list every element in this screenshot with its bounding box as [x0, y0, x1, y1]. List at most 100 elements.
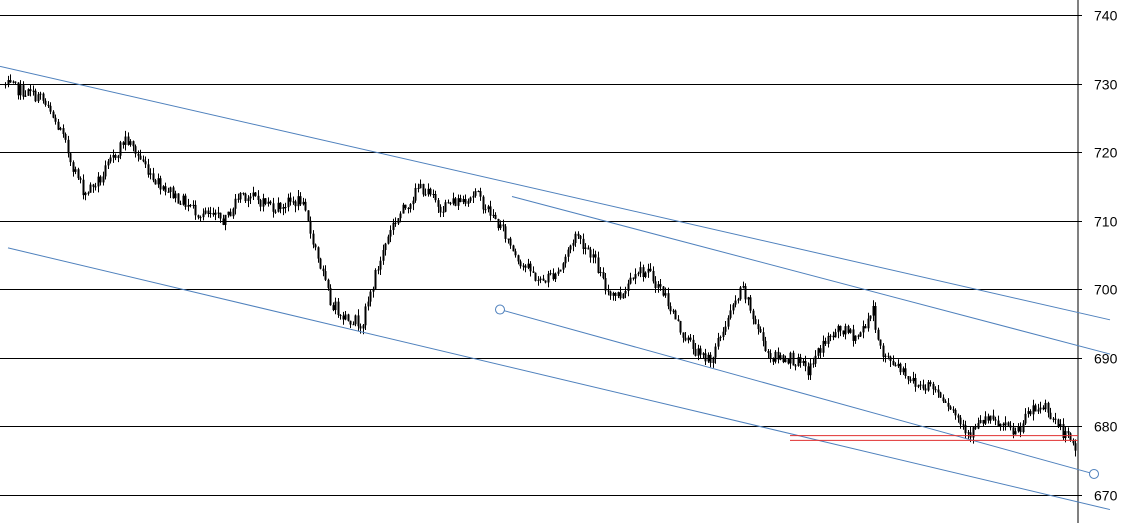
candle-body [807, 366, 810, 376]
candle-body [1062, 423, 1065, 439]
candle-body [69, 153, 72, 163]
candle-body [314, 244, 317, 248]
candle-body [732, 304, 735, 311]
candle-body [639, 267, 642, 274]
candle-body [4, 84, 7, 86]
candle-body [242, 192, 245, 194]
candle-body [167, 191, 170, 193]
candle-body [152, 173, 155, 181]
candle-body [457, 198, 460, 206]
candle-body [19, 85, 22, 96]
candle-body [252, 192, 255, 197]
candle-body [719, 336, 722, 338]
candle-body [837, 325, 840, 333]
candle-body [297, 196, 300, 207]
candle-body [97, 176, 100, 187]
candle-body [414, 187, 417, 201]
trendline-4[interactable] [499, 309, 1095, 475]
candle-body [899, 363, 902, 373]
candle-body [1014, 431, 1017, 435]
candle-body [524, 265, 527, 268]
candle-body [644, 272, 647, 277]
candle-body [849, 329, 852, 333]
candle-body [794, 365, 797, 367]
candle-body [494, 214, 497, 219]
candle-body [707, 354, 710, 362]
trendline-handle-2[interactable] [1089, 468, 1099, 479]
candle-body [62, 128, 65, 134]
candle-body [589, 249, 592, 258]
candle-body [527, 263, 530, 268]
candle-body [1069, 433, 1072, 440]
trendline-3[interactable] [7, 247, 1111, 511]
candle-body [464, 199, 467, 204]
candle-body [742, 286, 745, 288]
candle-body [874, 306, 877, 330]
candle-body [79, 178, 82, 180]
trendline-2[interactable] [511, 196, 1111, 355]
candle-body [514, 251, 517, 256]
candle-body [1034, 405, 1037, 412]
trendline-handles[interactable] [495, 304, 1099, 479]
candle-body [367, 301, 370, 307]
candle-body [654, 281, 657, 288]
candle-body [124, 136, 127, 145]
candle-body [234, 198, 237, 209]
candle-body [1052, 418, 1055, 420]
candle-body [567, 249, 570, 257]
candle-body [542, 278, 545, 281]
candle-body [549, 273, 552, 275]
candle-body [279, 202, 282, 210]
candle-body [812, 363, 815, 365]
candle-body [377, 269, 380, 271]
candle-body [382, 250, 385, 261]
candle-body [1027, 411, 1030, 414]
candle-body [289, 197, 292, 202]
candle-body [884, 355, 887, 357]
candle-body [607, 290, 610, 292]
candle-body [939, 392, 942, 398]
candle-body [1004, 422, 1007, 426]
tick-label-720: 720 [1094, 145, 1118, 161]
candle-body [482, 196, 485, 210]
candle-body [764, 340, 767, 352]
candle-body [557, 271, 560, 274]
candle-body [662, 286, 665, 296]
candle-body [602, 271, 605, 279]
candle-body [599, 271, 602, 273]
candle-body [232, 208, 235, 217]
candle-body [12, 81, 15, 83]
candle-body [627, 283, 630, 291]
candle-body [1002, 423, 1005, 426]
candle-body [132, 141, 135, 147]
candle-body [987, 416, 990, 421]
candle-body [882, 345, 885, 357]
candle-body [817, 348, 820, 356]
candle-body [244, 193, 247, 202]
candle-body [417, 187, 420, 189]
candle-body [342, 315, 345, 320]
candle-body [1067, 431, 1070, 434]
candle-body [147, 164, 150, 175]
candle-body [492, 214, 495, 216]
candle-body [89, 184, 92, 193]
candle-body [459, 198, 462, 202]
candle-body [142, 159, 145, 162]
candle-body [1032, 405, 1035, 415]
candle-body [212, 212, 215, 215]
candle-body [229, 211, 232, 217]
trendline-1[interactable] [0, 65, 1111, 321]
candle-body [172, 187, 175, 199]
candle-body [112, 155, 115, 158]
candle-body [324, 271, 327, 280]
candle-body [369, 291, 372, 302]
tick-label-710: 710 [1094, 214, 1118, 230]
trendline-handle-1[interactable] [495, 304, 505, 315]
candle-body [804, 360, 807, 367]
candle-body [709, 354, 712, 363]
candle-body [972, 427, 975, 438]
candle-body [77, 169, 80, 179]
candle-body [519, 261, 522, 267]
candle-body [669, 306, 672, 312]
candle-body [317, 247, 320, 259]
